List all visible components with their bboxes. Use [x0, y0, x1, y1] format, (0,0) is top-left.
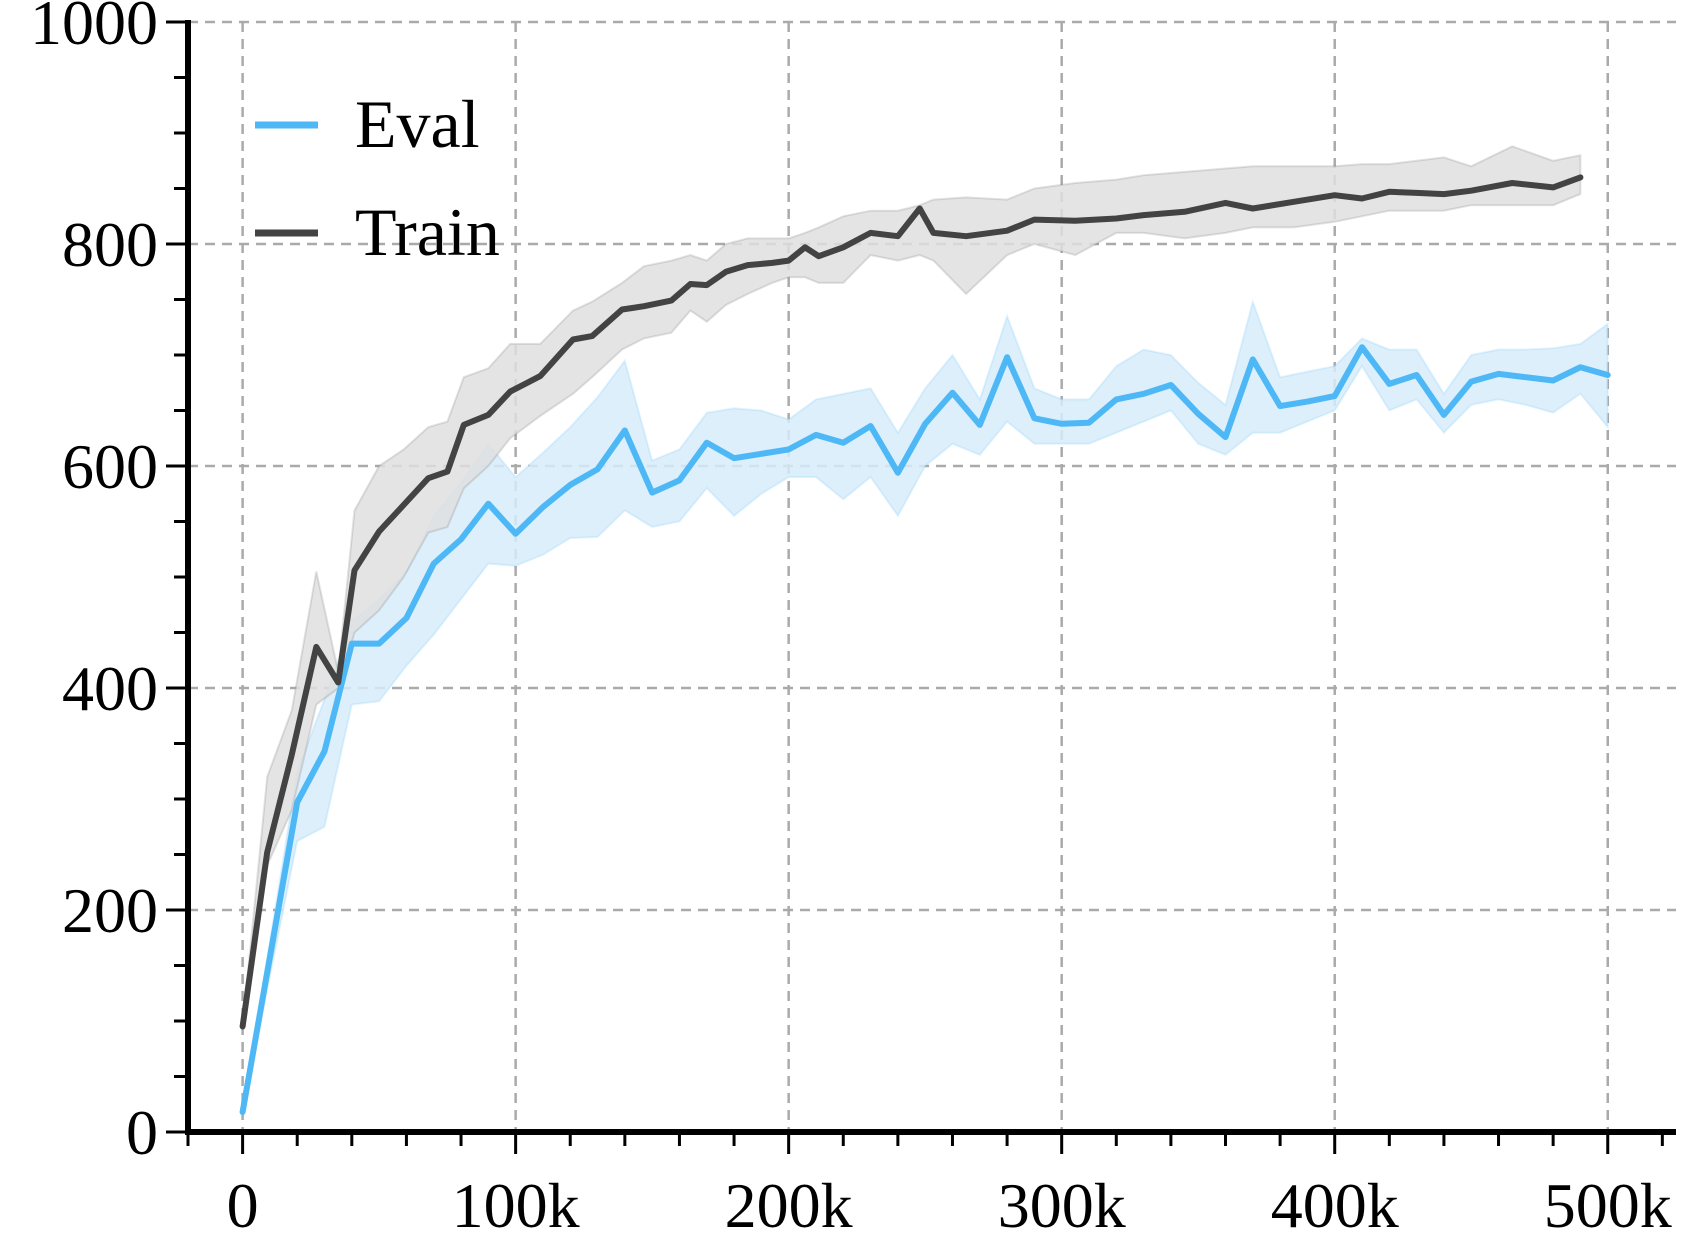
x-tick-label-400k: 400k	[1271, 1170, 1399, 1241]
x-tick-label-0: 0	[227, 1170, 259, 1241]
legend-label-eval: Eval	[355, 86, 480, 162]
x-tick-label-500k: 500k	[1544, 1170, 1672, 1241]
y-tick-label-200: 200	[62, 875, 158, 946]
y-tick-label-600: 600	[62, 431, 158, 502]
series-line-train	[239, 174, 1584, 1030]
legend-label-train: Train	[355, 194, 500, 270]
line-layer	[239, 174, 1611, 1115]
y-tick-label-1000: 1000	[30, 0, 158, 58]
band-layer	[241, 145, 1609, 1113]
series-line-eval	[239, 344, 1611, 1115]
legend: Eval Train	[255, 86, 500, 270]
axis-layer: 0 200 400 600 800 1000 0 100k 200k 300k 400k 500k	[30, 0, 1676, 1241]
y-tick-label-400: 400	[62, 653, 158, 724]
y-tick-label-800: 800	[62, 209, 158, 280]
grid-layer	[188, 20, 1676, 1132]
x-tick-label-100k: 100k	[452, 1170, 580, 1241]
y-tick-label-0: 0	[126, 1097, 158, 1168]
x-tick-label-200k: 200k	[725, 1170, 853, 1241]
x-tick-label-300k: 300k	[998, 1170, 1126, 1241]
